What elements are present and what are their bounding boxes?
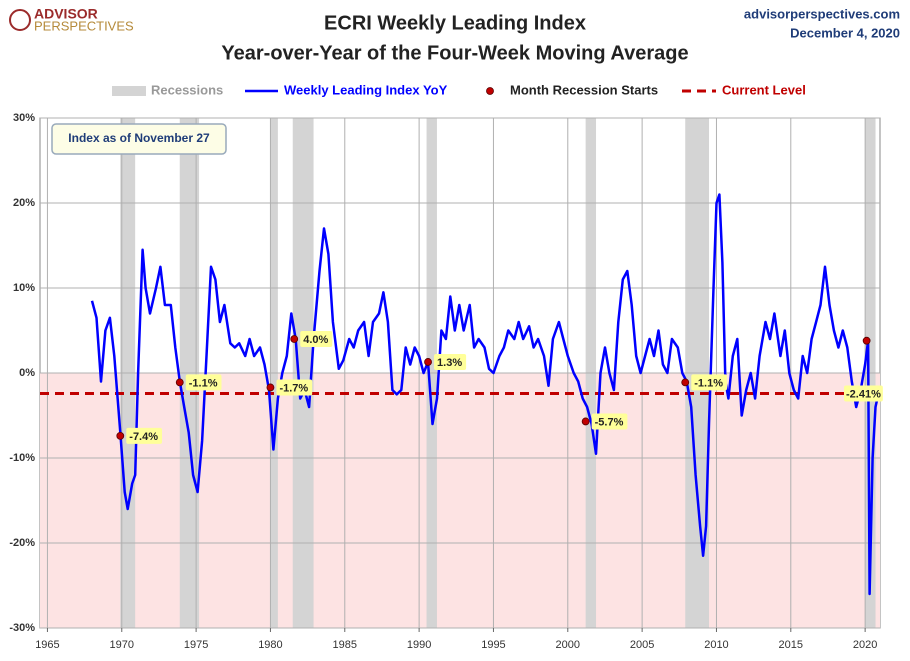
legend-label: Current Level (722, 82, 806, 97)
recession-start-marker (581, 417, 590, 426)
negative-zone (40, 373, 880, 628)
recession-start-marker (681, 378, 690, 387)
value-label: -1.1% (694, 377, 723, 389)
x-tick-label: 2020 (853, 639, 877, 651)
recession-start-marker (290, 335, 299, 343)
value-label: -5.7% (595, 416, 624, 428)
source: advisorperspectives.com (744, 6, 900, 21)
y-tick-label: -20% (9, 537, 35, 549)
logo-top: ADVISOR (34, 6, 98, 22)
date: December 4, 2020 (790, 25, 900, 40)
annotation-box (51, 123, 227, 155)
x-tick-label: 1990 (407, 639, 431, 651)
legend-label: Recessions (151, 82, 223, 97)
x-tick-label: 1985 (333, 639, 357, 651)
legend-label: Weekly Leading Index YoY (284, 82, 448, 97)
chart-title: ECRI Weekly Leading Index (324, 12, 586, 34)
current-level-label-bg (844, 385, 883, 402)
logo-icon (9, 9, 31, 31)
y-tick-label: 30% (13, 112, 35, 124)
recession-start-marker (424, 358, 432, 366)
value-label-bg (300, 331, 333, 347)
legend-recession-swatch (112, 86, 146, 96)
value-label: 4.0% (303, 334, 328, 346)
value-label: -1.1% (189, 377, 218, 389)
value-label: -7.4% (129, 431, 158, 443)
y-tick-label: 0% (19, 367, 35, 379)
value-label-bg (126, 427, 163, 444)
x-tick-label: 1980 (258, 639, 282, 651)
x-tick-label: 1995 (481, 639, 505, 651)
y-tick-label: 20% (13, 197, 35, 209)
x-tick-label: 2010 (704, 639, 728, 651)
x-tick-label: 1975 (184, 639, 208, 651)
series-line (90, 193, 880, 596)
recession-start-marker (116, 431, 125, 440)
x-tick-label: 2015 (779, 639, 803, 651)
current-level-label: -2.41% (846, 388, 881, 400)
logo-bottom: PERSPECTIVES (34, 18, 134, 33)
value-label-bg (276, 379, 313, 396)
recession-start-marker (266, 383, 275, 392)
annotation: Index as of November 27 (68, 131, 210, 145)
y-tick-label: 10% (13, 282, 35, 294)
recession-start-marker (862, 336, 871, 345)
legend-label: Month Recession Starts (510, 82, 658, 97)
x-tick-label: 2005 (630, 639, 654, 651)
y-tick-label: -30% (9, 622, 35, 634)
value-label-bg (185, 374, 222, 391)
y-tick-label: -10% (9, 452, 35, 464)
value-label-bg (691, 374, 727, 391)
x-tick-label: 2000 (556, 639, 580, 651)
recession-start-marker (175, 378, 184, 387)
value-label-bg (591, 413, 628, 430)
value-label: 1.3% (437, 357, 462, 369)
legend-marker-swatch (486, 87, 494, 95)
chart-subtitle: Year-over-Year of the Four-Week Moving A… (221, 42, 688, 64)
x-tick-label: 1965 (35, 639, 59, 651)
x-tick-label: 1970 (110, 639, 134, 651)
value-label: -1.7% (279, 382, 308, 394)
value-label-bg (434, 353, 467, 370)
